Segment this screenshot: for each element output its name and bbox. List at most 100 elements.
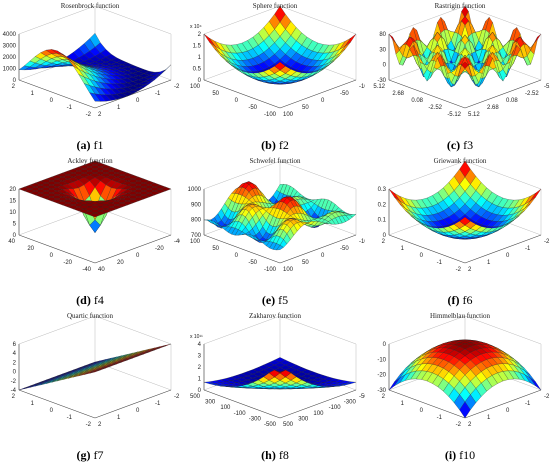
y-tick-label: 2: [98, 112, 102, 118]
y-tick-label: 0: [321, 98, 325, 104]
x-tick-label: -100: [264, 267, 277, 273]
caption-letter: (g): [77, 448, 91, 462]
panel-title: Rastrigin function: [435, 2, 486, 10]
axis-frame-line: [204, 316, 280, 344]
panel-caption: (c) f3: [370, 138, 550, 153]
z-tick-label: 0: [383, 63, 387, 69]
x-tick-label: 5.12: [373, 84, 385, 90]
y-tick-label: -2: [544, 394, 550, 400]
axis-frame-line: [465, 6, 541, 34]
x-tick-label: -1: [437, 260, 443, 266]
x-tick-label: 20: [27, 246, 34, 252]
x-tick-label: -2: [456, 267, 462, 273]
y-tick-label: -1: [525, 246, 531, 252]
z-tick-label: 1.5: [193, 44, 202, 50]
x-tick-label: 2: [12, 84, 16, 90]
z-tick-label: -10: [377, 357, 386, 363]
y-tick-label: -2: [544, 239, 550, 245]
x-tick-label: 0.08: [411, 98, 423, 104]
z-tick-label: 1: [198, 377, 202, 383]
x-tick-label: 2: [382, 239, 386, 245]
x-tick-label: -2: [86, 422, 92, 428]
axis-frame-line: [95, 6, 171, 34]
x-tick-label: 0: [50, 253, 54, 259]
x-tick-label: 2: [382, 394, 386, 400]
x-tick-label: -2.52: [428, 105, 442, 111]
surface-mesh: [19, 161, 171, 233]
x-tick-label: 0: [50, 408, 54, 414]
z-tick-label: 4: [198, 342, 202, 348]
x-tick-label: 100: [190, 239, 201, 245]
caption-function: f4: [94, 293, 104, 307]
z-tick-label: 15: [9, 199, 16, 205]
panel-title: Schwefel function: [249, 157, 301, 165]
axis-frame-line: [389, 316, 465, 344]
caption-function: f2: [279, 138, 289, 152]
y-tick-label: 0: [506, 408, 510, 414]
y-tick-label: -20: [155, 246, 164, 252]
axis-frame-line: [280, 316, 356, 344]
panel-caption: (g) f7: [0, 448, 180, 463]
surface-patch: [534, 34, 541, 43]
axis-frame-line: [280, 161, 356, 189]
z-exponent-label: x 10¹¹: [190, 334, 203, 340]
x-tick-label: -2: [456, 422, 462, 428]
x-tick-label: -100: [234, 411, 247, 417]
z-tick-label: 1000: [188, 187, 202, 193]
x-tick-label: 1: [401, 246, 405, 252]
y-tick-label: 1: [117, 415, 121, 421]
surface-mesh: [389, 340, 541, 418]
y-tick-label: 1: [487, 260, 491, 266]
y-tick-label: 0: [136, 408, 140, 414]
x-tick-label: 100: [220, 405, 231, 411]
y-tick-label: 100: [313, 411, 324, 417]
y-tick-label: -40: [174, 239, 180, 245]
surface-patch: [204, 34, 215, 46]
y-tick-label: 50: [302, 105, 309, 111]
y-tick-label: 50: [302, 260, 309, 266]
y-tick-label: -2: [174, 394, 180, 400]
panel-caption: (h) f8: [185, 448, 365, 463]
caption-letter: (d): [76, 293, 91, 307]
caption-letter: (a): [77, 138, 91, 152]
z-tick-label: 30: [379, 47, 386, 53]
z-tick-label: 800: [191, 218, 202, 224]
z-tick-label: 4000: [3, 32, 17, 38]
z-tick-label: 0.3: [378, 187, 387, 193]
x-tick-label: 50: [212, 246, 219, 252]
caption-function: f8: [279, 448, 289, 462]
x-tick-label: 1: [31, 401, 35, 407]
y-tick-label: 1: [117, 105, 121, 111]
panel-title: Ackley function: [67, 157, 113, 165]
x-tick-label: 40: [8, 239, 15, 245]
caption-function: f6: [463, 293, 473, 307]
z-tick-label: 1000: [3, 67, 17, 73]
y-tick-label: 2: [468, 267, 472, 273]
caption-function: f3: [463, 138, 473, 152]
z-tick-label: -20: [377, 373, 386, 379]
caption-letter: (h): [261, 448, 276, 462]
x-tick-label: -50: [248, 105, 257, 111]
caption-letter: (c): [447, 138, 460, 152]
surface-patch: [389, 189, 400, 201]
z-tick-label: 900: [191, 202, 202, 208]
surface-mesh: [204, 357, 356, 389]
y-tick-label: 0: [506, 253, 510, 259]
z-tick-label: 2: [198, 365, 202, 371]
y-tick-label: 2: [468, 422, 472, 428]
axis-frame-line: [19, 316, 95, 344]
surface-plot-f1: Rosenbrock function40003000200010000210-…: [0, 0, 180, 136]
caption-function: f10: [459, 448, 475, 462]
y-tick-label: 5.12: [468, 112, 480, 118]
z-tick-label: 6: [13, 342, 17, 348]
caption-letter: (i): [445, 448, 456, 462]
x-tick-label: -2: [86, 112, 92, 118]
